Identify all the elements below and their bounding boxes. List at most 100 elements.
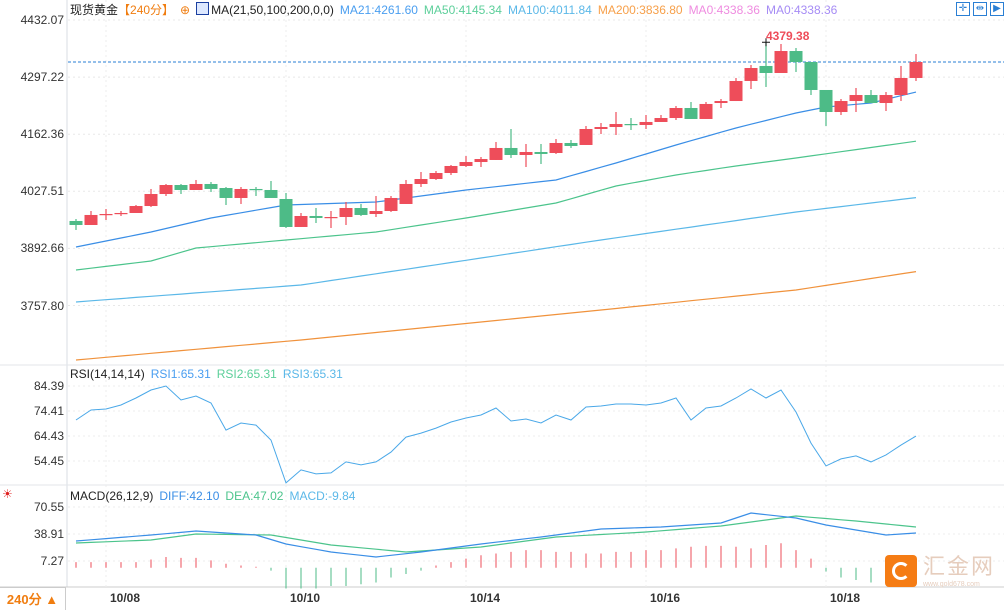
candle-down (204, 183, 218, 189)
candle-down (804, 62, 818, 90)
time-tick-label: 10/18 (830, 591, 861, 605)
candle-up (129, 206, 143, 213)
candle-up (699, 103, 713, 119)
macd-header: MACD(26,12,9) DIFF:42.10 DEA:47.02 MACD:-9.… (70, 489, 355, 503)
candle-up (399, 183, 413, 204)
high-marker-icon (762, 38, 770, 47)
ma21-label: MA21:4261.60 (339, 3, 418, 17)
ma0-label-b: MA0:4338.36 (765, 3, 838, 17)
price-tick-label: 4027.51 (20, 184, 64, 199)
candle-down (309, 215, 323, 218)
ma21-line (75, 91, 917, 248)
candle-down (534, 151, 548, 154)
chart-header: 现货黄金【240分】 ⊕ MA(21,50,100,200,0,0) MA21:426… (70, 2, 843, 18)
add-compare-icon[interactable]: ⊕ (180, 3, 191, 17)
logo-icon (885, 555, 917, 587)
macd-label: MACD:-9.84 (289, 489, 356, 503)
price-tick-label: 3757.80 (20, 298, 64, 313)
candle-up (144, 194, 158, 207)
candle-up (459, 162, 473, 166)
logo-text: 汇金网 (923, 554, 996, 579)
candle-up (429, 173, 443, 180)
candle-up (714, 101, 728, 104)
candle-up (654, 118, 668, 122)
macd-tick-label: 7.27 (40, 554, 64, 568)
ma200-label: MA200:3836.80 (597, 3, 683, 17)
candle-up (189, 183, 203, 190)
ma100-label: MA100:4011.84 (507, 3, 592, 17)
time-tick-label: 10/10 (290, 591, 321, 605)
candle-down (864, 95, 878, 104)
candle-down (219, 188, 233, 198)
candle-up (384, 197, 398, 212)
candle-up (519, 151, 533, 155)
candle-up (669, 107, 683, 119)
ma200-line (75, 271, 917, 361)
time-tick-label: 10/08 (110, 591, 141, 605)
candle-up (639, 121, 653, 125)
dea-line (75, 515, 917, 553)
candle-up (369, 211, 383, 215)
candle-down (279, 198, 293, 227)
candle-down (684, 107, 698, 119)
settings-sun-icon[interactable]: ☀ (2, 487, 13, 501)
rsi-title: RSI(14,14,14) (70, 367, 145, 381)
rsi-header: RSI(14,14,14) RSI1:65.31 RSI2:65.31 RSI3:65… (70, 367, 343, 381)
candle-up (489, 147, 503, 160)
candle-up (444, 165, 458, 174)
rsi-tick-label: 64.43 (33, 429, 64, 443)
candle-up (234, 188, 248, 198)
candle-down (249, 188, 263, 191)
macd-tick-label: 38.91 (33, 527, 64, 541)
candle-down (504, 147, 518, 155)
price-tick-label: 4162.36 (20, 127, 64, 142)
ma100-line (75, 197, 917, 303)
dea-label: DEA:47.02 (225, 489, 284, 503)
rsi-tick-label: 54.45 (33, 454, 64, 468)
candle-up (834, 101, 848, 113)
rsi-tick-label: 74.41 (33, 404, 64, 418)
candle-up (879, 95, 893, 104)
candle-down (759, 65, 773, 73)
candle-up (894, 77, 908, 96)
candle-up (114, 212, 128, 215)
crosshair-button[interactable]: ✛ (956, 2, 970, 16)
ma-name: MA(21,50,100,200,0,0) (211, 3, 334, 17)
rsi-line (75, 385, 917, 484)
candle-up (159, 185, 173, 195)
macd-tick-label: 70.55 (33, 500, 64, 514)
fit-range-button[interactable]: ⇹ (973, 2, 987, 16)
price-tick-label: 4432.07 (20, 13, 64, 27)
high-price-label: 4379.38 (766, 29, 810, 43)
candle-up (729, 80, 743, 102)
candle-down (819, 89, 833, 113)
candle-up (339, 207, 353, 218)
rsi1-label: RSI1:65.31 (150, 367, 211, 381)
rsi2-label: RSI2:65.31 (216, 367, 277, 381)
rsi-tick-label: 84.39 (33, 379, 64, 393)
candle-up (324, 217, 338, 219)
candle-down (354, 207, 368, 215)
period-label[interactable]: 【240分】 (118, 3, 175, 17)
time-tick-label: 10/14 (470, 591, 501, 605)
candle-down (624, 124, 638, 126)
rsi3-label: RSI3:65.31 (282, 367, 343, 381)
candle-up (549, 142, 563, 154)
candle-up (474, 159, 488, 163)
candle-up (774, 51, 788, 73)
candle-down (564, 142, 578, 146)
candle-up (579, 128, 593, 145)
period-selector[interactable]: 240分 ▲ (0, 587, 66, 610)
diff-line (75, 512, 917, 558)
logo-url: www.gold678.com (923, 581, 980, 588)
candle-up (609, 124, 623, 128)
ma0-label-a: MA0:4338.36 (688, 3, 760, 17)
candle-down (69, 220, 83, 225)
ma50-line (75, 140, 917, 271)
diff-label: DIFF:42.10 (159, 489, 220, 503)
candle-down (174, 185, 188, 190)
candle-up (99, 214, 113, 216)
candle-up (909, 62, 923, 78)
indicator-icon[interactable] (196, 2, 210, 15)
